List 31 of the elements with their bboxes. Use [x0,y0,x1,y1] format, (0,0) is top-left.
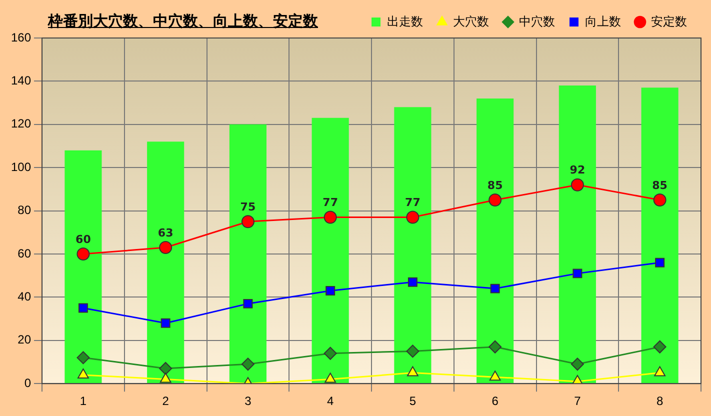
data-label: 60 [76,232,92,246]
x-tick-label: 7 [574,394,582,408]
x-tick-label: 5 [409,394,416,408]
data-label: 63 [158,226,174,240]
y-tick-label: 0 [24,376,32,390]
legend-label: 向上数 [585,14,621,28]
x-tick-label: 8 [656,394,664,408]
x-tick-label: 4 [326,394,334,408]
y-tick-label: 80 [18,203,32,218]
y-tick-label: 20 [18,332,32,347]
data-label: 75 [240,200,256,214]
x-tick-label: 1 [80,394,87,408]
data-label: 77 [405,196,420,210]
y-tick-label: 120 [10,116,32,131]
y-tick-label: 60 [18,246,32,260]
data-label: 85 [652,178,668,192]
x-tick-label: 3 [244,394,252,408]
x-tick-label: 2 [162,394,170,408]
data-label: 85 [487,178,503,192]
data-label: 77 [322,196,338,210]
y-tick-label: 40 [18,290,32,304]
data-label: 92 [570,164,586,177]
y-tick-label: 100 [10,160,32,174]
legend-label: 中穴数 [519,14,555,28]
legend-label: 出走数 [387,14,423,28]
y-tick-label: 160 [10,30,32,44]
legend-label: 大穴数 [453,14,489,28]
chart-title: 枠番別大穴数、中穴数、向上数、安定数 [48,12,318,31]
legend-label: 安定数 [651,14,687,28]
x-tick-label: 6 [492,394,499,408]
y-tick-label: 140 [10,74,32,88]
